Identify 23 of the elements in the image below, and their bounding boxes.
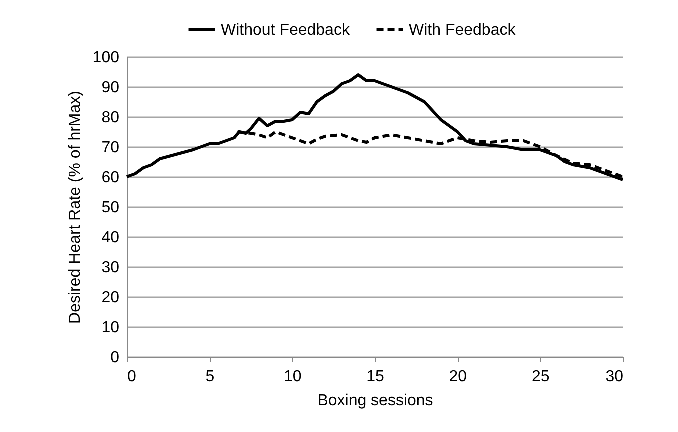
x-tick-label: 0 — [128, 368, 136, 386]
x-tick-label: 5 — [206, 368, 215, 386]
y-tick-label: 70 — [102, 140, 120, 156]
y-tick-label: 90 — [102, 80, 120, 96]
x-axis-title: Boxing sessions — [318, 392, 434, 410]
line-series — [126, 74, 624, 182]
legend-label: With Feedback — [409, 22, 517, 39]
y-tick-label: 40 — [102, 230, 120, 246]
x-tick-label: 25 — [532, 368, 550, 386]
y-tick-label: 80 — [102, 110, 120, 126]
y-axis-title: Desired Heart Rate (% of hrMax) — [66, 91, 84, 324]
legend-label: Without Feedback — [221, 22, 351, 39]
y-tick-label: 0 — [110, 350, 120, 366]
y-tick-label: 20 — [102, 290, 120, 306]
y-tick-label: 60 — [102, 170, 120, 186]
y-tick-label: 10 — [102, 320, 120, 336]
y-tick-label: 50 — [102, 200, 120, 216]
x-tick-label: 30 — [606, 368, 624, 386]
y-tick-label: 30 — [102, 260, 120, 276]
x-tick-label: 15 — [366, 368, 384, 386]
x-tick-label: 20 — [449, 368, 468, 386]
x-tick-label: 10 — [284, 368, 302, 386]
y-tick-label: 100 — [92, 50, 120, 66]
